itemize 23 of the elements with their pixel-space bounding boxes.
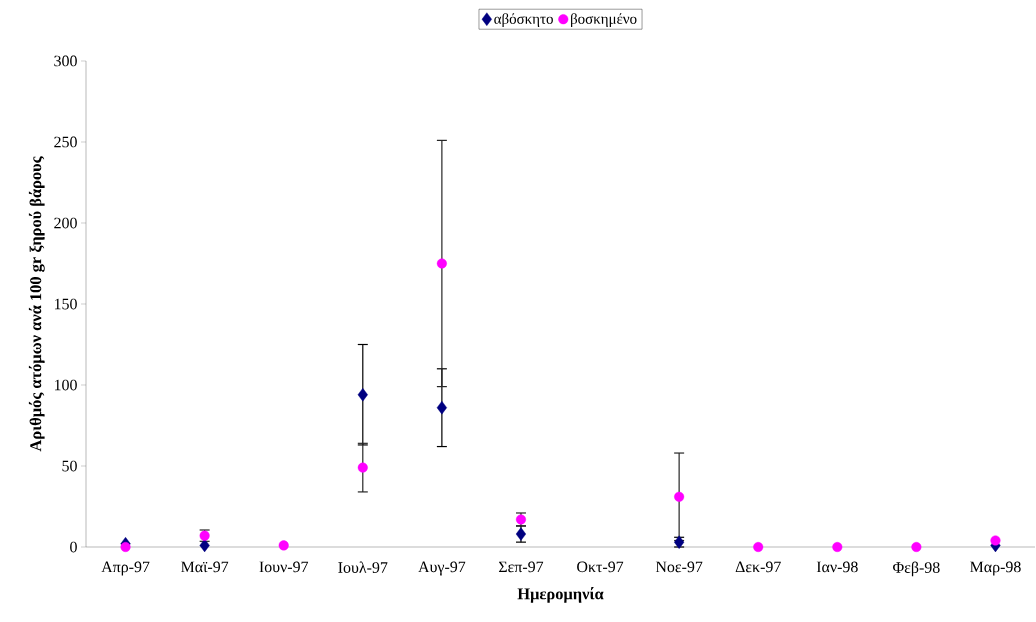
y-tick-label: 300 bbox=[54, 55, 77, 67]
x-tick-label: Ιουλ-97 bbox=[338, 561, 388, 573]
y-tick-label: 150 bbox=[54, 298, 77, 310]
x-tick-label: Αυγ-97 bbox=[418, 561, 466, 576]
legend-label: αβόσκητο bbox=[494, 13, 553, 27]
x-tick-label: Νοε-97 bbox=[655, 561, 703, 573]
y-tick-label: 200 bbox=[54, 217, 77, 229]
x-tick-label: Απρ-97 bbox=[101, 561, 150, 576]
y-axis-title: Αριθμός ατόμων ανά 100 gr ξηρού βάρους bbox=[28, 156, 45, 452]
x-tick-label: Φεβ-98 bbox=[893, 561, 940, 577]
x-tick-label: Ιαν-98 bbox=[816, 561, 858, 573]
x-tick-label: Δεκ-97 bbox=[735, 561, 781, 573]
x-tick-label: Ιουν-97 bbox=[259, 561, 309, 573]
x-tick-label: Σεπ-97 bbox=[498, 561, 544, 573]
x-tick-label: Οκτ-97 bbox=[577, 561, 624, 573]
y-tick-label: 0 bbox=[70, 541, 77, 553]
y-tick-label: 100 bbox=[54, 379, 77, 391]
y-tick-label: 50 bbox=[62, 460, 77, 472]
x-tick-label: Μαρ-98 bbox=[970, 561, 1021, 576]
x-axis-title: Ημερομηνία bbox=[517, 586, 604, 603]
y-tick-label: 250 bbox=[54, 136, 77, 148]
x-tick-label: Μαϊ-97 bbox=[181, 561, 229, 573]
legend-label: βοσκημένο bbox=[571, 13, 637, 27]
